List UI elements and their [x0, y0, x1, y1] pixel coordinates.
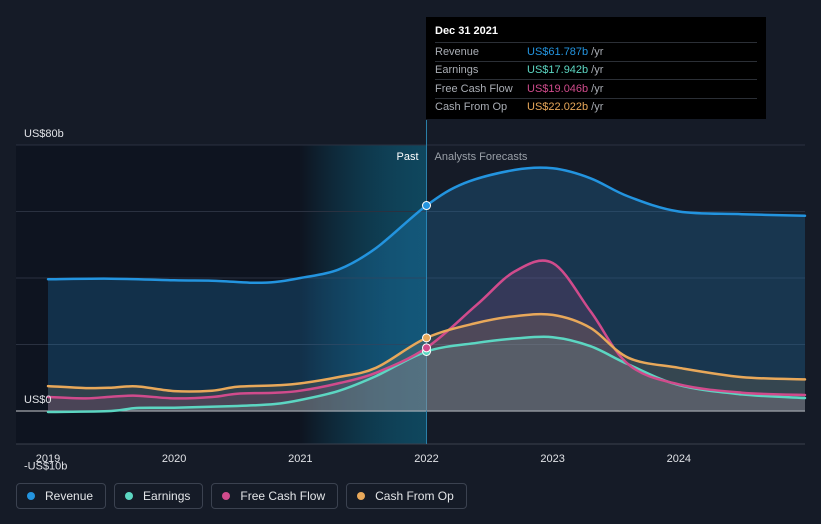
tooltip-label: Free Cash Flow [435, 82, 513, 95]
series-area-free-cash-flow [48, 260, 805, 411]
x-tick-label: 2021 [288, 453, 312, 465]
tooltip-row-free-cash-flow: Free Cash Flow US$19.046b /yr [435, 79, 757, 98]
forecast-label: Analysts Forecasts [435, 151, 528, 163]
legend-item-revenue[interactable]: Revenue [16, 483, 107, 509]
tooltip-unit: /yr [591, 45, 604, 58]
legend-label: Revenue [45, 489, 94, 503]
series-line-cash-from-op [46, 312, 807, 393]
tooltip-value: US$17.942b [527, 64, 589, 77]
series-point-revenue [422, 201, 431, 211]
legend-dot-icon [27, 492, 35, 500]
x-tick-label: 2020 [162, 453, 186, 465]
legend-dot-icon [125, 492, 134, 500]
legend-dot-icon [357, 492, 366, 500]
series-line-free-cash-flow [46, 259, 807, 400]
legend-label: Cash From Op [375, 489, 454, 503]
legend-dot-icon [222, 492, 231, 500]
tooltip: Dec 31 2021 Revenue US$61.787b /yr Earni… [426, 17, 766, 119]
tooltip-value: US$61.787b [527, 45, 589, 58]
tooltip-label: Revenue [435, 45, 480, 58]
legend-item-free-cash-flow[interactable]: Free Cash Flow [211, 483, 339, 509]
legend-item-earnings[interactable]: Earnings [114, 483, 204, 509]
tooltip-unit: /yr [591, 101, 604, 114]
series-line-revenue [46, 166, 807, 285]
tooltip-label: Cash From Op [435, 101, 508, 114]
tooltip-row-revenue: Revenue US$61.787b /yr [435, 42, 757, 61]
series-point-cash-from-op [422, 333, 431, 343]
y-tick-label: -US$10b [24, 460, 67, 472]
legend-item-cash-from-op[interactable]: Cash From Op [346, 483, 467, 509]
series-area-earnings [48, 336, 805, 412]
y-tick-label: US$0 [24, 394, 52, 406]
tooltip-unit: /yr [591, 82, 604, 95]
tooltip-label: Earnings [435, 64, 479, 77]
tooltip-row-cash-from-op: Cash From Op US$22.022b /yr [435, 97, 757, 117]
legend-label: Free Cash Flow [240, 489, 326, 503]
x-tick-label: 2019 [36, 453, 60, 465]
y-tick-label: US$80b [24, 128, 64, 140]
legend: Revenue Earnings Free Cash Flow Cash Fro… [16, 483, 467, 509]
tooltip-value: US$22.022b [527, 101, 589, 114]
tooltip-date: Dec 31 2021 [435, 25, 498, 37]
x-tick-label: 2022 [414, 453, 438, 465]
past-region-highlight [300, 145, 427, 444]
past-label: Past [396, 151, 418, 163]
tooltip-row-earnings: Earnings US$17.942b /yr [435, 60, 757, 80]
x-tick-label: 2024 [667, 453, 691, 465]
legend-label: Earnings [143, 489, 191, 503]
tooltip-unit: /yr [591, 64, 604, 77]
series-point-free-cash-flow [422, 343, 431, 353]
x-tick-label: 2023 [540, 453, 564, 465]
tooltip-value: US$19.046b [527, 82, 589, 95]
